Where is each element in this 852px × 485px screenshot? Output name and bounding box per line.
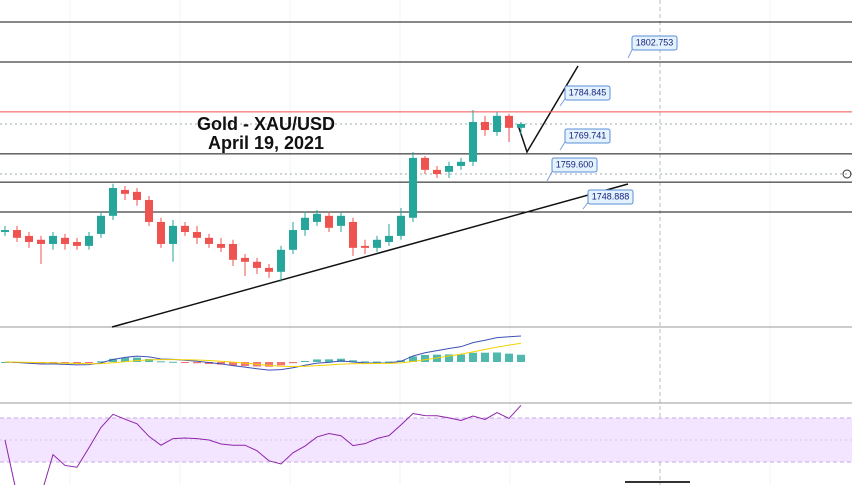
candle-body (217, 243, 225, 248)
candle-body (397, 215, 405, 236)
candle-body (349, 221, 357, 248)
candle-body (85, 235, 93, 246)
macd-histogram (241, 362, 249, 367)
candle-body (313, 213, 321, 222)
candle-body (277, 249, 285, 272)
candle-body (205, 237, 213, 244)
trend-line (111, 183, 629, 328)
candle-body (517, 123, 525, 128)
macd-histogram (337, 358, 345, 362)
macd-histogram (457, 354, 465, 362)
macd-histogram (133, 357, 141, 362)
macd-line (4, 335, 522, 371)
macd-histogram (181, 362, 189, 363)
level-label-box (551, 157, 598, 173)
level-label-box (564, 85, 611, 101)
level-label-box (587, 189, 634, 205)
level-label: 1784.845 (569, 87, 607, 97)
candle-body (37, 239, 45, 244)
level-label-box (631, 35, 678, 51)
chart-title: Gold - XAU/USD (197, 114, 335, 134)
candle-body (433, 169, 441, 175)
macd-histogram (481, 352, 489, 362)
candle-body (1, 230, 9, 232)
candle-body (505, 115, 513, 128)
candle-body (133, 191, 141, 200)
candle-body (121, 189, 129, 194)
candle-body (301, 217, 309, 231)
macd-histogram (301, 361, 309, 363)
level-label: 1748.888 (592, 191, 630, 201)
macd-histogram (505, 353, 513, 362)
candle-body (61, 237, 69, 244)
candle-body (337, 215, 345, 226)
macd-histogram (373, 361, 381, 363)
macd-histogram (157, 361, 165, 363)
candle-body (229, 243, 237, 260)
macd-histogram (325, 359, 333, 362)
macd-histogram (169, 361, 177, 363)
macd-histogram (97, 361, 105, 363)
macd-histogram (73, 362, 81, 364)
macd-histogram (289, 362, 297, 364)
candle-body (385, 235, 393, 243)
level-label: 1802.753 (636, 37, 674, 47)
macd-histogram (361, 361, 369, 363)
candle-body (13, 230, 21, 238)
candle-body (373, 239, 381, 248)
candle-body (97, 215, 105, 234)
macd-histogram (277, 362, 285, 366)
macd-histogram (265, 362, 273, 367)
macd-histogram (193, 362, 201, 364)
candle-body (361, 245, 369, 248)
candle-body (493, 115, 501, 133)
macd-histogram (229, 362, 237, 366)
macd-histogram (349, 360, 357, 362)
candle-body (265, 267, 273, 272)
macd-histogram (421, 354, 429, 362)
macd-histogram (385, 361, 393, 363)
candle-body (181, 225, 189, 232)
candle-body (289, 230, 297, 250)
macd-histogram (313, 359, 321, 362)
macd-histogram (217, 362, 225, 365)
macd-histogram (145, 359, 153, 362)
projection-arrow (517, 65, 579, 154)
candle-body (193, 231, 201, 238)
rsi-line (4, 404, 522, 485)
candle-body (157, 221, 165, 244)
candle-body (421, 157, 429, 170)
candle-body (481, 121, 489, 131)
candle-body (469, 121, 477, 162)
macd-histogram (85, 362, 93, 363)
macd-histogram (109, 358, 117, 362)
candle-body (241, 257, 249, 262)
level-label: 1759.600 (556, 159, 594, 169)
macd-histogram (517, 354, 525, 362)
macd-histogram (493, 352, 501, 362)
candle-body (49, 235, 57, 244)
candle-body (253, 261, 261, 268)
macd-histogram (469, 352, 477, 362)
candle-body (109, 187, 117, 216)
candle-body (325, 215, 333, 228)
level-label: 1769.741 (569, 130, 607, 140)
macd-histogram (445, 354, 453, 362)
signal-line (4, 342, 522, 368)
candle-body (169, 225, 177, 244)
candle-body (25, 235, 33, 243)
price-icon (842, 169, 852, 179)
candle-body (409, 157, 417, 218)
candle-body (445, 165, 453, 172)
macd-histogram (121, 357, 129, 362)
candle-body (145, 199, 153, 222)
macd-histogram (61, 362, 69, 364)
level-label-box (564, 128, 611, 144)
macd-histogram (409, 356, 417, 362)
candle-body (73, 242, 81, 246)
chart-subtitle: April 19, 2021 (208, 133, 324, 153)
candle-body (457, 161, 465, 166)
